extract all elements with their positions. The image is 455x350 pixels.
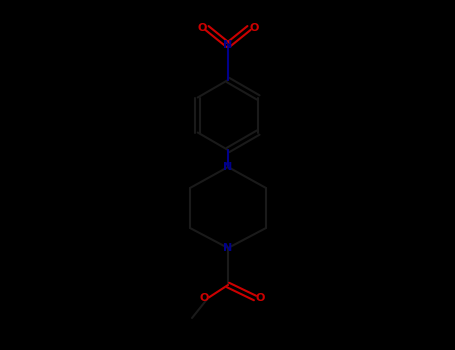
Text: N: N [223, 40, 233, 50]
Text: O: O [197, 23, 207, 33]
Text: O: O [249, 23, 259, 33]
Text: N: N [223, 162, 233, 172]
Text: O: O [255, 293, 265, 303]
Text: O: O [199, 293, 209, 303]
Text: N: N [223, 243, 233, 253]
